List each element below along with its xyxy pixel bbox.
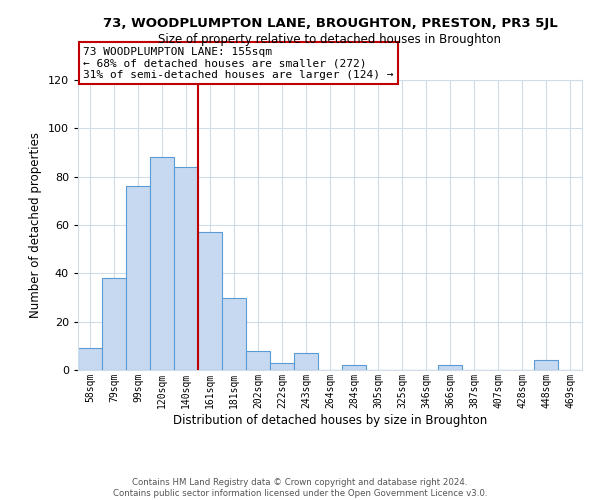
Bar <box>246 350 270 370</box>
Y-axis label: Number of detached properties: Number of detached properties <box>29 132 42 318</box>
Bar <box>150 158 174 370</box>
Bar <box>78 348 102 370</box>
Bar <box>270 363 294 370</box>
Text: 73 WOODPLUMPTON LANE: 155sqm
← 68% of detached houses are smaller (272)
31% of s: 73 WOODPLUMPTON LANE: 155sqm ← 68% of de… <box>83 47 394 80</box>
Bar <box>438 365 462 370</box>
Bar <box>534 360 558 370</box>
Bar <box>198 232 222 370</box>
Text: Contains HM Land Registry data © Crown copyright and database right 2024.
Contai: Contains HM Land Registry data © Crown c… <box>113 478 487 498</box>
Bar <box>174 167 198 370</box>
Bar <box>342 365 366 370</box>
Text: Size of property relative to detached houses in Broughton: Size of property relative to detached ho… <box>158 32 502 46</box>
X-axis label: Distribution of detached houses by size in Broughton: Distribution of detached houses by size … <box>173 414 487 426</box>
Bar <box>294 353 318 370</box>
Text: 73, WOODPLUMPTON LANE, BROUGHTON, PRESTON, PR3 5JL: 73, WOODPLUMPTON LANE, BROUGHTON, PRESTO… <box>103 18 557 30</box>
Bar <box>102 278 126 370</box>
Bar <box>222 298 246 370</box>
Bar <box>126 186 150 370</box>
